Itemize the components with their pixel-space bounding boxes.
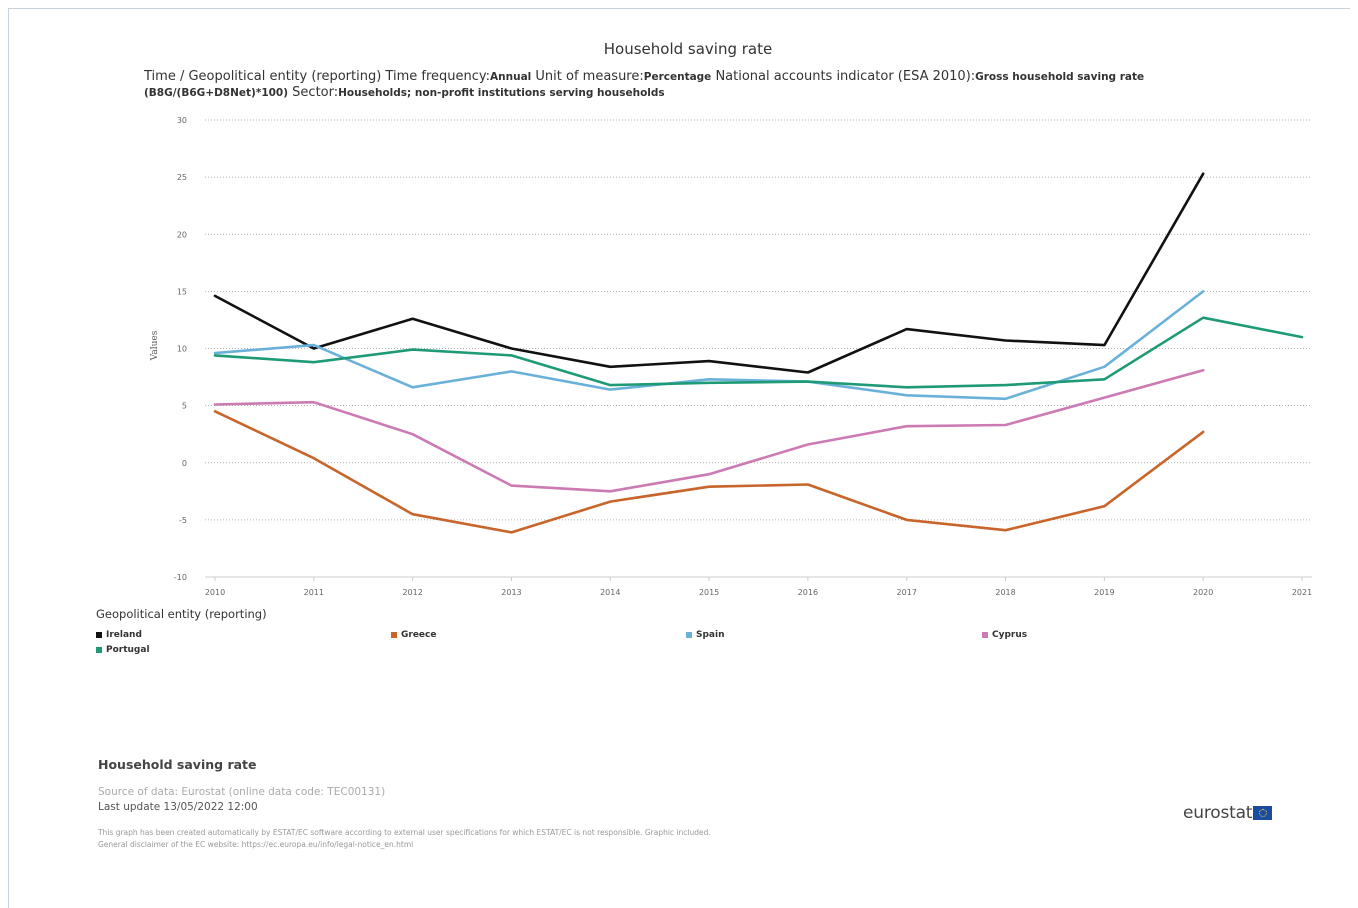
eurostat-logo: eurostat xyxy=(1183,803,1273,823)
y-tick-label: -5 xyxy=(179,516,187,525)
x-tick-label: 2013 xyxy=(501,588,521,597)
subtitle-label-sector: Sector: xyxy=(288,85,339,100)
legend-swatch xyxy=(96,647,102,653)
subtitle-label-unit: Unit of measure: xyxy=(531,69,644,84)
x-tick-label: 2010 xyxy=(205,588,225,597)
legend-swatch xyxy=(391,632,397,638)
disclaimer: This graph has been created automaticall… xyxy=(98,827,711,851)
y-axis-label: Values xyxy=(150,330,160,361)
x-tick-label: 2019 xyxy=(1094,588,1114,597)
x-tick-label: 2018 xyxy=(995,588,1015,597)
y-tick-label: 20 xyxy=(177,230,187,239)
line-chart: -10 -5 0 5 10 15 20 25 30 2010 2011 2012 2013 2014 201… xyxy=(150,116,1312,597)
legend-swatch xyxy=(686,632,692,638)
x-tick-label: 2021 xyxy=(1292,588,1312,597)
x-tick-label: 2011 xyxy=(304,588,324,597)
series-line-spain[interactable] xyxy=(213,290,1205,401)
x-tick-label: 2015 xyxy=(699,588,719,597)
series-line-portugal[interactable] xyxy=(213,316,1304,389)
series-line-greece[interactable] xyxy=(213,409,1205,534)
legend-label: Greece xyxy=(401,630,437,640)
subtitle-label-indicator: National accounts indicator (ESA 2010): xyxy=(711,69,976,84)
footer-title: Household saving rate xyxy=(98,757,257,772)
legend-item-portugal[interactable]: Portugal xyxy=(96,645,150,655)
subtitle-value-indicator: Gross household saving rate (B8G/(B6G+D8… xyxy=(144,71,1145,99)
logo-text: eurostat xyxy=(1183,803,1253,823)
x-tick-label: 2012 xyxy=(402,588,422,597)
subtitle-value-sector: Households; non-profit institutions serv… xyxy=(338,87,665,99)
axes: -10 -5 0 5 10 15 20 25 30 2010 2011 2012 2013 2014 201… xyxy=(174,116,1312,597)
series-line-cyprus[interactable] xyxy=(213,368,1205,493)
chart-frame xyxy=(8,8,1350,908)
subtitle-value-frequency: Annual xyxy=(490,71,532,83)
legend-swatch xyxy=(96,632,102,638)
subtitle-value-unit: Percentage xyxy=(643,71,712,83)
legend-item-cyprus[interactable]: Cyprus xyxy=(982,630,1027,640)
y-tick-label: 30 xyxy=(177,116,187,125)
last-update: Last update 13/05/2022 12:00 xyxy=(98,801,258,813)
y-tick-label: 5 xyxy=(182,402,187,411)
legend-item-spain[interactable]: Spain xyxy=(686,630,725,640)
eu-flag-icon xyxy=(1253,806,1273,820)
disclaimer-line-2: General disclaimer of the EC website: ht… xyxy=(98,840,414,849)
y-tick-label: 0 xyxy=(182,459,187,468)
y-tick-label: -10 xyxy=(174,573,187,582)
legend-label: Portugal xyxy=(106,645,150,655)
legend-label: Spain xyxy=(696,630,725,640)
y-tick-label: 10 xyxy=(177,345,187,354)
legend-item-greece[interactable]: Greece xyxy=(391,630,436,640)
series-lines xyxy=(213,172,1304,534)
disclaimer-line-1: This graph has been created automaticall… xyxy=(98,828,711,837)
x-tick-label: 2014 xyxy=(600,588,620,597)
x-tick-label: 2017 xyxy=(897,588,917,597)
x-tick-label: 2020 xyxy=(1193,588,1213,597)
legend-swatch xyxy=(982,632,988,638)
y-tick-label: 15 xyxy=(177,287,187,296)
y-tick-label: 25 xyxy=(177,173,187,182)
legend-label: Cyprus xyxy=(992,630,1028,640)
data-source: Source of data: Eurostat (online data co… xyxy=(98,786,386,798)
x-tick-label: 2016 xyxy=(798,588,818,597)
subtitle-label-time: Time / Geopolitical entity (reporting) T… xyxy=(144,69,491,84)
legend-title: Geopolitical entity (reporting) xyxy=(96,607,267,621)
series-line-ireland[interactable] xyxy=(213,172,1205,374)
legend-label: Ireland xyxy=(106,630,142,640)
chart-subtitle: Time / Geopolitical entity (reporting) T… xyxy=(144,69,1204,101)
legend-item-ireland[interactable]: Ireland xyxy=(96,630,142,640)
chart-title: Household saving rate xyxy=(603,40,773,58)
